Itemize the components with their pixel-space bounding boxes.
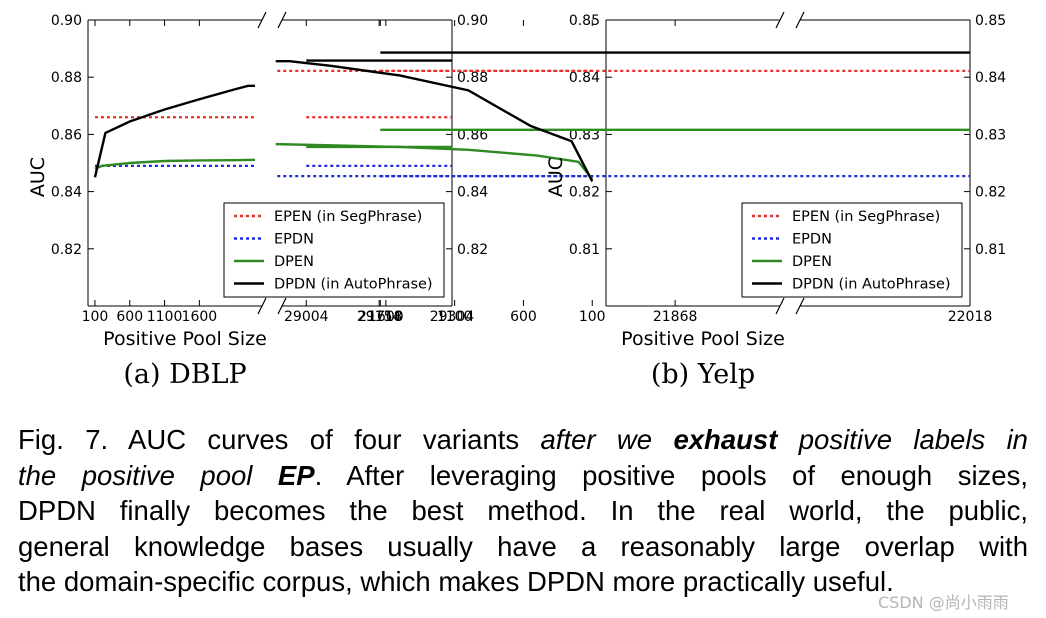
x-tick-label: 1100 [147, 309, 183, 325]
y-tick-label: 0.90 [51, 13, 82, 29]
figure-caption: Fig. 7. AUC curves of four variants afte… [18, 422, 1028, 600]
y-tick-label-right: 0.82 [457, 242, 488, 258]
legend-label: DPDN (in AutoPhrase) [792, 277, 951, 293]
y-tick-label-right: 0.84 [975, 70, 1006, 86]
legend-box [741, 202, 963, 298]
x-tick-label: 21718 [358, 309, 403, 325]
y-tick-label: 0.83 [569, 127, 600, 143]
y-tick-label: 0.84 [569, 70, 600, 86]
caption-line-3: DPDN finally becomes the best method. In… [18, 495, 1028, 526]
x-tick-label: 21868 [653, 309, 698, 325]
legend-label: DPDN (in AutoPhrase) [274, 277, 433, 293]
y-tick-label-right: 0.81 [975, 242, 1006, 258]
caption-line-5: the domain-specific corpus, which makes … [18, 566, 894, 597]
x-tick-label: 1600 [368, 309, 404, 325]
legend-label: EPEN (in SegPhrase) [792, 209, 940, 225]
x-tick-label: 22018 [948, 309, 993, 325]
x-tick-label: 100 [579, 309, 606, 325]
axis-break-bottom [795, 297, 805, 315]
y-tick-label-right: 0.90 [457, 13, 488, 29]
y-tick-label-right: 0.83 [975, 127, 1006, 143]
x-tick-label: 29304 [430, 309, 475, 325]
caption-line-1: Fig. 7. AUC curves of four variants afte… [18, 424, 1028, 455]
x-tick-label: 29154 [357, 309, 402, 325]
axis-break-top [277, 11, 287, 29]
series-line-dpen [275, 142, 594, 180]
y-tick-label-right: 0.86 [457, 127, 488, 143]
series-line-dpdn-in-autophrase [93, 84, 256, 178]
figure-charts: 0.90 0.90 0.88 0.88 0.86 0.86 0.84 0.84 0.82 0.82… [27, 11, 1006, 390]
axis-break-top [257, 11, 267, 29]
x-tick-label: 600 [510, 309, 537, 325]
x-axis-label: Positive Pool Size [103, 328, 267, 350]
watermark: CSDN @尚小雨雨 [878, 593, 1009, 612]
x-tick-label: 29004 [284, 309, 329, 325]
x-tick-label: 100 [82, 309, 109, 325]
axis-break-top [775, 11, 785, 29]
axis-break-bottom [257, 297, 267, 315]
y-tick-label: 0.82 [51, 242, 82, 258]
chart-panel-dblp: 0.90 0.90 0.88 0.88 0.86 0.86 0.84 0.84 0.82 0.82… [27, 11, 488, 390]
legend-label: DPEN [274, 254, 314, 270]
legend-label: EPDN [274, 232, 314, 248]
x-axis-label: Positive Pool Size [621, 328, 785, 350]
y-tick-label: 0.81 [569, 242, 600, 258]
y-tick-label: 0.82 [569, 185, 600, 201]
series-line-dpdn-in-autophrase [275, 59, 594, 182]
y-tick-label-right: 0.88 [457, 70, 488, 86]
y-tick-label: 0.86 [51, 127, 82, 143]
y-tick-label-right: 0.85 [975, 13, 1006, 29]
y-axis-label: AUC [545, 157, 567, 197]
series-line-dpen [94, 158, 256, 170]
axis-break-top [795, 11, 805, 29]
subfigure-caption: (a) DBLP [123, 359, 246, 390]
legend-label: DPEN [792, 254, 832, 270]
y-tick-label-right: 0.82 [975, 185, 1006, 201]
legend-box [223, 202, 445, 298]
axis-break-bottom [277, 297, 287, 315]
x-tick-label: 600 [116, 309, 143, 325]
caption-line-2: the positive pool EP. After leveraging p… [18, 459, 1028, 491]
subfigure-caption: (b) Yelp [651, 359, 755, 390]
caption-line-4: general knowledge bases usually have a r… [18, 530, 1028, 562]
y-axis-label: AUC [27, 157, 49, 197]
axis-break-bottom [775, 297, 785, 315]
y-tick-label: 0.84 [51, 185, 82, 201]
x-tick-label: 1100 [437, 309, 473, 325]
chart-panel-yelp: 0.85 0.85 0.84 0.84 0.83 0.83 0.82 0.82 0.81 0.81… [275, 11, 1006, 390]
legend-label: EPEN (in SegPhrase) [274, 209, 422, 225]
y-tick-label-right: 0.84 [457, 185, 488, 201]
legend-label: EPDN [792, 232, 832, 248]
x-tick-label: 1600 [182, 309, 218, 325]
y-tick-label: 0.88 [51, 70, 82, 86]
y-tick-label: 0.85 [569, 13, 600, 29]
